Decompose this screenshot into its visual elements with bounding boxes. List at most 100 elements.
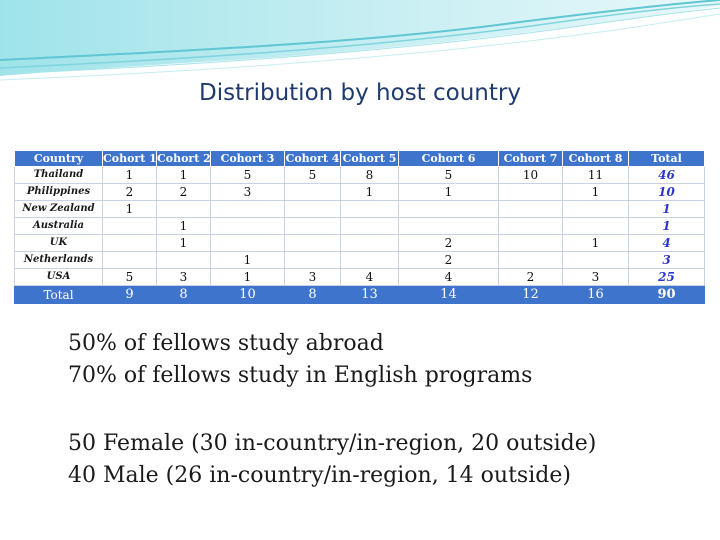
table-cell: 3 bbox=[156, 268, 211, 286]
stat-study-abroad: 50% of fellows study abroad bbox=[68, 331, 384, 356]
table-cell: 1 bbox=[340, 183, 399, 201]
stat-english-programs: 70% of fellows study in English programs bbox=[68, 363, 533, 388]
table-cell: 2 bbox=[498, 268, 563, 286]
column-header: Cohort 3 bbox=[210, 150, 285, 167]
table-cell bbox=[210, 217, 285, 235]
stat-male: 40 Male (26 in-country/in-region, 14 out… bbox=[68, 463, 571, 488]
table-row: Australia 1 1 bbox=[14, 217, 705, 235]
table-cell bbox=[102, 234, 157, 252]
total-cell: 4 bbox=[628, 234, 705, 252]
table-row: Philippines 2 2 3 1 1 1 10 bbox=[14, 183, 705, 201]
table-cell: 1 bbox=[156, 166, 211, 184]
column-header: Cohort 7 bbox=[498, 150, 563, 167]
country-cell: UK bbox=[14, 234, 103, 252]
table-cell: 5 bbox=[284, 166, 341, 184]
table-cell bbox=[498, 217, 563, 235]
table-cell: 3 bbox=[210, 183, 285, 201]
total-cell: 1 bbox=[628, 217, 705, 235]
table-cell: 11 bbox=[562, 166, 629, 184]
table-cell bbox=[398, 200, 499, 218]
table-cell bbox=[102, 251, 157, 269]
table-cell: 1 bbox=[156, 217, 211, 235]
table-cell: 12 bbox=[498, 285, 563, 304]
table-cell bbox=[562, 200, 629, 218]
table-cell: 5 bbox=[102, 268, 157, 286]
country-cell: Netherlands bbox=[14, 251, 103, 269]
grand-total-cell: 90 bbox=[628, 285, 705, 304]
country-cell: Thailand bbox=[14, 166, 103, 184]
column-header: Cohort 8 bbox=[562, 150, 629, 167]
table-cell bbox=[284, 200, 341, 218]
column-header: Country bbox=[14, 150, 103, 167]
distribution-table: Country Cohort 1 Cohort 2 Cohort 3 Cohor… bbox=[14, 150, 705, 304]
table-cell: 1 bbox=[102, 200, 157, 218]
table-cell: 5 bbox=[398, 166, 499, 184]
decorative-banner bbox=[0, 0, 720, 81]
table-cell: 3 bbox=[562, 268, 629, 286]
column-header: Cohort 4 bbox=[284, 150, 341, 167]
table-total-row: Total 9 8 10 8 13 14 12 16 90 bbox=[14, 285, 705, 304]
table-cell bbox=[284, 234, 341, 252]
table-cell: 1 bbox=[210, 268, 285, 286]
stat-female: 50 Female (30 in-country/in-region, 20 o… bbox=[68, 431, 597, 456]
table-cell bbox=[210, 234, 285, 252]
table-cell bbox=[398, 217, 499, 235]
table-row: New Zealand 1 1 bbox=[14, 200, 705, 218]
page-title: Distribution by host country bbox=[199, 80, 521, 106]
table-cell bbox=[498, 200, 563, 218]
table-cell bbox=[498, 183, 563, 201]
table-row: UK 1 2 1 4 bbox=[14, 234, 705, 252]
total-cell: 25 bbox=[628, 268, 705, 286]
table-cell bbox=[562, 251, 629, 269]
table-cell: 1 bbox=[156, 234, 211, 252]
table-cell bbox=[340, 200, 399, 218]
table-cell: 16 bbox=[562, 285, 629, 304]
table-cell: 5 bbox=[210, 166, 285, 184]
table-cell: 2 bbox=[102, 183, 157, 201]
table-header-row: Country Cohort 1 Cohort 2 Cohort 3 Cohor… bbox=[14, 150, 705, 167]
column-header: Cohort 1 bbox=[102, 150, 157, 167]
table-cell bbox=[156, 251, 211, 269]
column-header: Cohort 5 bbox=[340, 150, 399, 167]
table-cell bbox=[284, 217, 341, 235]
table-cell bbox=[340, 234, 399, 252]
total-cell: 46 bbox=[628, 166, 705, 184]
table-cell: 13 bbox=[340, 285, 399, 304]
table-cell bbox=[498, 234, 563, 252]
table-cell: 10 bbox=[498, 166, 563, 184]
country-cell: Philippines bbox=[14, 183, 103, 201]
total-cell: 3 bbox=[628, 251, 705, 269]
table-cell: 3 bbox=[284, 268, 341, 286]
table-cell: 2 bbox=[398, 234, 499, 252]
table-cell bbox=[562, 217, 629, 235]
table-cell: 1 bbox=[398, 183, 499, 201]
table-cell bbox=[340, 217, 399, 235]
table-cell bbox=[102, 217, 157, 235]
table-cell bbox=[284, 183, 341, 201]
table-cell bbox=[210, 200, 285, 218]
table-cell: 10 bbox=[210, 285, 285, 304]
table-cell: 8 bbox=[340, 166, 399, 184]
table-cell: 8 bbox=[284, 285, 341, 304]
total-row-label: Total bbox=[14, 285, 103, 304]
table-cell: 2 bbox=[398, 251, 499, 269]
table-cell bbox=[498, 251, 563, 269]
total-cell: 1 bbox=[628, 200, 705, 218]
table-cell bbox=[156, 200, 211, 218]
table-cell bbox=[340, 251, 399, 269]
column-header: Cohort 6 bbox=[398, 150, 499, 167]
country-cell: New Zealand bbox=[14, 200, 103, 218]
table-row: USA 5 3 1 3 4 4 2 3 25 bbox=[14, 268, 705, 286]
table-row: Netherlands 1 2 3 bbox=[14, 251, 705, 269]
table-cell: 9 bbox=[102, 285, 157, 304]
table-cell: 1 bbox=[562, 183, 629, 201]
table-cell: 1 bbox=[562, 234, 629, 252]
column-header: Cohort 2 bbox=[156, 150, 211, 167]
table-cell: 1 bbox=[102, 166, 157, 184]
table-cell: 1 bbox=[210, 251, 285, 269]
table-row: Thailand 1 1 5 5 8 5 10 11 46 bbox=[14, 166, 705, 184]
column-header: Total bbox=[628, 150, 705, 167]
table-cell: 4 bbox=[398, 268, 499, 286]
table-cell: 4 bbox=[340, 268, 399, 286]
table-cell: 2 bbox=[156, 183, 211, 201]
